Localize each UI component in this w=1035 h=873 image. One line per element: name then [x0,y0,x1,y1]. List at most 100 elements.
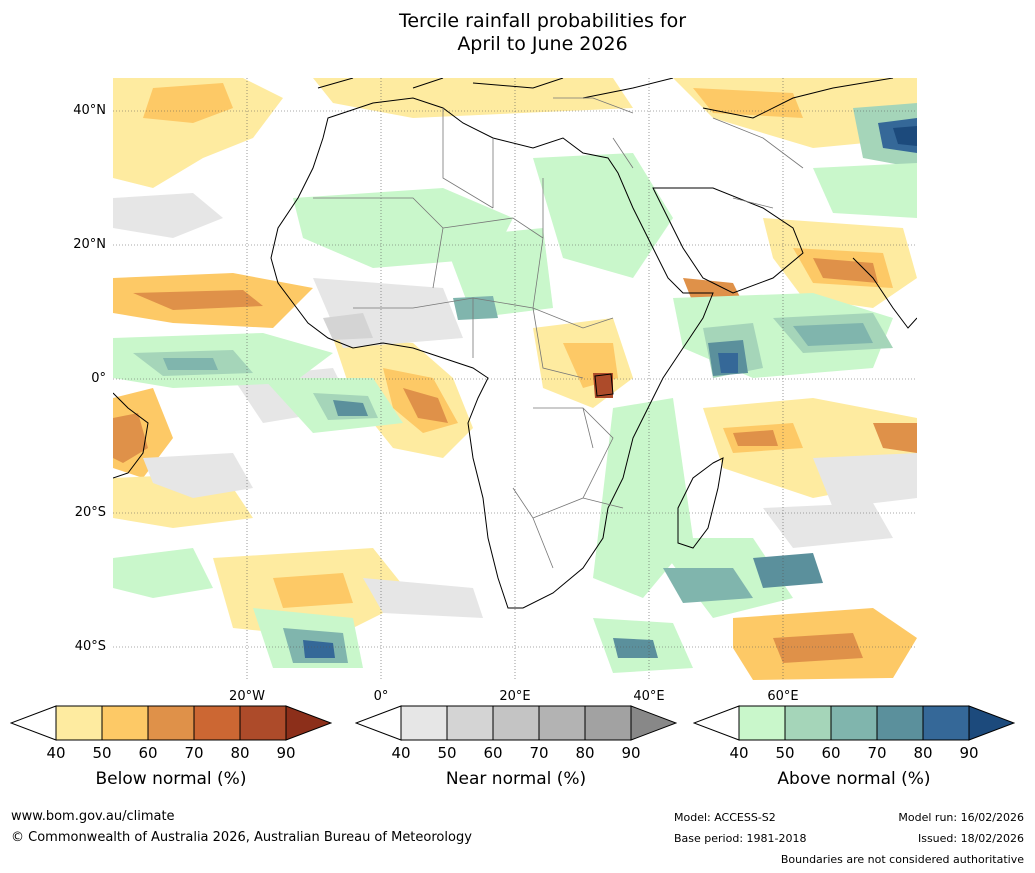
colorbar-high-arrow [630,705,677,741]
patch-above [453,296,498,320]
website-link[interactable]: www.bom.gov.au/climate [11,809,175,824]
patch-below [113,413,148,463]
patch-near [323,313,373,340]
europe-coastline [317,78,894,119]
colorbar-tick-label: 40 [46,744,66,762]
lon-label-20e: 20°E [499,689,531,704]
madagascar-coastline [677,457,724,549]
colorbar-box [876,705,924,741]
colorbar-tick-label: 80 [913,744,933,762]
graticule [113,78,917,680]
colorbar-box [147,705,195,741]
lat-label-40s: 40°S [74,639,106,654]
colorbar-box [239,705,287,741]
probability-patches [113,78,917,680]
colorbar-tick-label: 50 [775,744,795,762]
colorbar-tick-label: 80 [575,744,595,762]
patch-below [403,388,448,423]
patch-above [303,640,335,658]
patch-below [143,83,233,123]
patch-above [893,126,917,146]
model-text: Model: ACCESS-S2 [674,811,776,824]
colorbar-title-near: Near normal (%) [445,769,587,789]
south-america-coastline [113,392,149,479]
colorbar-low-arrow [10,705,57,741]
lat-label-20n: 20°N [73,237,106,252]
patch-below [273,573,353,608]
colorbar-below [10,705,332,741]
colorbar-title-above: Above normal (%) [777,769,931,789]
colorbar-tick-label: 60 [483,744,503,762]
lon-label-60e: 60°E [767,689,799,704]
colorbar-tick-label: 70 [529,744,549,762]
colorbar-tick-label: 50 [92,744,112,762]
colorbar-tick-label: 60 [138,744,158,762]
colorbar-tick-label: 60 [821,744,841,762]
lon-label-20w: 20°W [229,689,265,704]
patch-above [793,323,873,346]
patch-below [733,430,778,446]
africa-coastline [270,97,714,609]
colorbar-box [446,705,494,741]
colorbar-box [538,705,586,741]
map-title: Tercile rainfall probabilities for April… [0,10,1035,56]
colorbar-high-arrow [285,705,332,741]
colorbar-box [922,705,970,741]
lat-label-0: 0° [91,371,106,386]
colorbar-near [355,705,677,741]
colorbar-tick-label: 40 [729,744,749,762]
country-boundaries [313,97,804,569]
patch-below [873,423,917,453]
model-run-text: Model run: 16/02/2026 [898,811,1024,824]
title-line-2: April to June 2026 [457,33,628,55]
lake-victoria [594,373,614,397]
colorbar-svg-below [10,705,332,741]
patch-above [718,353,738,373]
patch-near [113,193,223,238]
colorbar-box [492,705,540,741]
patch-above [163,358,218,370]
patch-near [143,453,253,498]
title-line-1: Tercile rainfall probabilities for [398,10,687,32]
disclaimer-text: Boundaries are not considered authoritat… [780,853,1024,866]
colorbar-above [693,705,1015,741]
patch-near [363,578,483,618]
colorbar-tick-label: 90 [959,744,979,762]
patch-above [533,153,673,278]
patch-below [773,633,863,663]
coastlines [113,78,917,609]
copyright-text: © Commonwealth of Australia 2026, Austra… [11,830,472,845]
patch-below [813,258,878,283]
issued-text: Issued: 18/02/2026 [917,832,1024,845]
colorbar-high-arrow [968,705,1015,741]
colorbar-svg-near [355,705,677,741]
patch-below [313,78,633,118]
colorbar-tick-label: 80 [230,744,250,762]
colorbar-box [400,705,448,741]
colorbar-tick-label: 90 [276,744,296,762]
colorbar-title-below: Below normal (%) [95,769,247,789]
patch-above [663,568,753,603]
patch-near [813,453,917,508]
colorbar-box [784,705,832,741]
colorbar-box [193,705,241,741]
patch-near [763,503,893,548]
lon-label-0: 0° [373,689,389,704]
colorbar-box [101,705,149,741]
colorbar-low-arrow [693,705,740,741]
lat-label-20s: 20°S [74,505,106,520]
colorbar-svg-above [693,705,1015,741]
colorbar-tick-label: 70 [184,744,204,762]
patch-above [813,163,917,218]
patch-below [133,290,263,310]
map-canvas [113,78,917,680]
patch-above [333,400,368,416]
patch-above [753,553,823,588]
lat-label-40n: 40°N [73,103,106,118]
colorbar-tick-label: 90 [621,744,641,762]
patch-below [693,88,803,118]
india-coastline [852,257,917,329]
patch-above [613,638,658,658]
colorbar-tick-label: 40 [391,744,411,762]
probability-map [113,78,917,680]
